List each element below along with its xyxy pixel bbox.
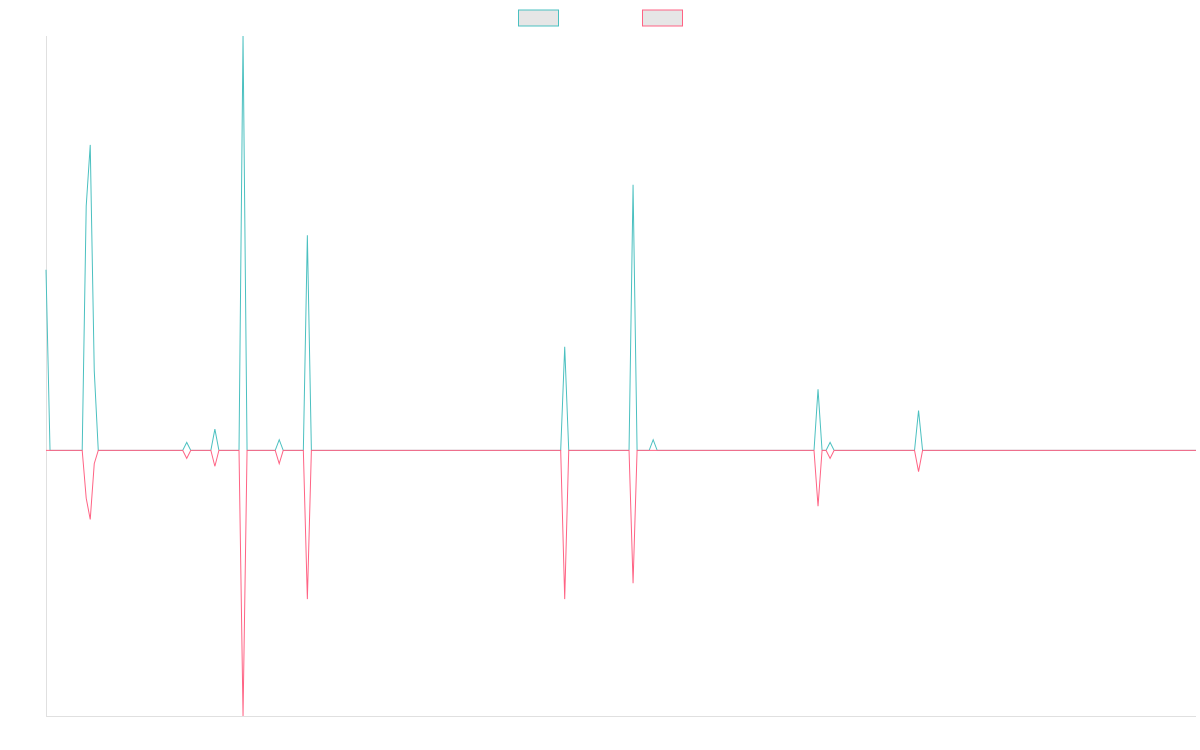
axes xyxy=(46,36,1196,717)
legend-swatch-2[interactable] xyxy=(642,9,683,27)
series-line-1 xyxy=(45,35,1196,451)
series-layer xyxy=(45,35,1196,717)
legend-swatch-1[interactable] xyxy=(518,9,559,27)
series-line-2 xyxy=(46,449,1196,717)
legend xyxy=(518,9,683,27)
